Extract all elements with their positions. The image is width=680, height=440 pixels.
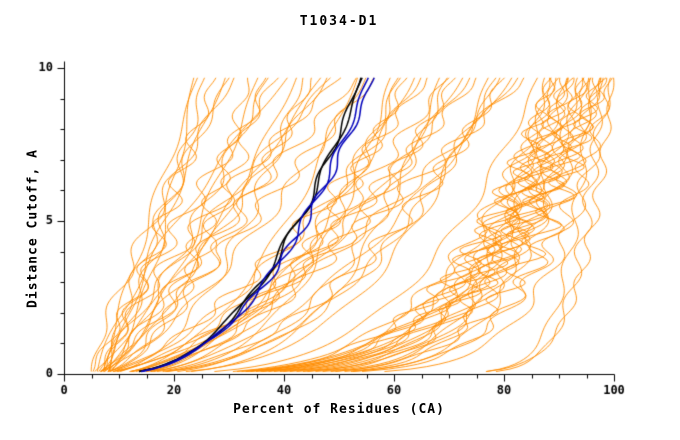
x-axis-label: Percent of Residues (CA) — [233, 402, 445, 417]
chart-title: T1034-D1 — [299, 14, 379, 29]
y-axis-label: Distance Cutoff, A — [25, 149, 41, 308]
